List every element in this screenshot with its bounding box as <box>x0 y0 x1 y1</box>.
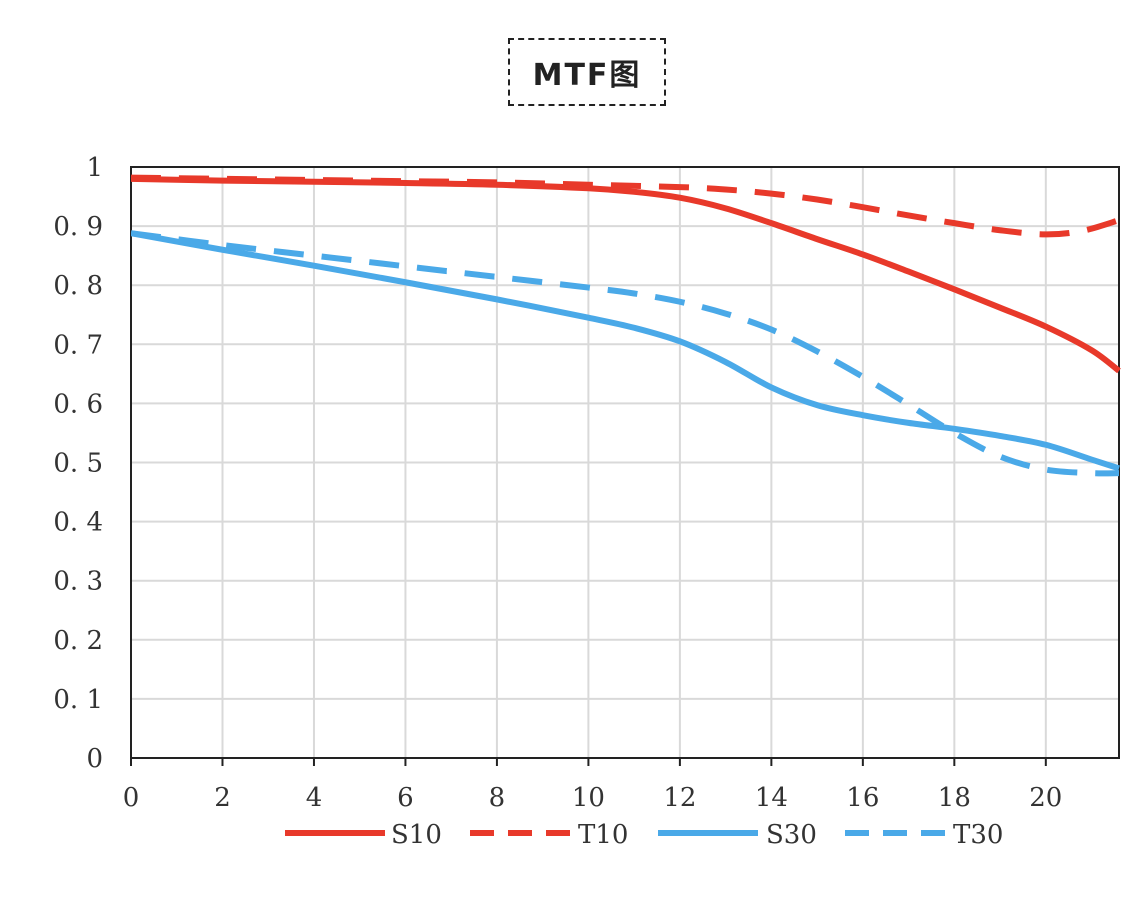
series-line-s10 <box>131 175 1121 374</box>
x-tick-label: 16 <box>846 783 879 813</box>
x-tick-label: 14 <box>755 783 788 813</box>
y-tick-label: 0. 8 <box>53 271 103 301</box>
legend-label: T10 <box>578 820 628 850</box>
y-tick-label: 0. 6 <box>53 389 103 419</box>
legend-item-s30: S30 <box>658 820 817 850</box>
legend-item-t10: T10 <box>470 820 628 850</box>
x-tick-label: 20 <box>1029 783 1062 813</box>
series-line-s30 <box>131 230 1120 472</box>
legend: S10 T10 S30 T30 <box>285 820 1003 850</box>
x-tick-label: 0 <box>123 783 140 813</box>
x-tick-label: 12 <box>663 783 696 813</box>
legend-label: S10 <box>391 820 442 850</box>
axes: 00. 10. 20. 30. 40. 50. 60. 70. 80. 910 2… <box>53 153 1120 813</box>
y-tick-label: 0. 5 <box>53 449 103 479</box>
x-tick-label: 4 <box>306 783 323 813</box>
y-tick-label: 0. 4 <box>53 508 103 538</box>
y-tick-label: 0. 9 <box>53 212 103 242</box>
legend-item-s10: S10 <box>285 820 442 850</box>
y-tick-label: 0 <box>86 744 103 774</box>
y-tick-label: 1 <box>86 153 103 183</box>
y-tick-label: 0. 1 <box>53 685 103 715</box>
series-lines <box>131 174 1121 477</box>
x-tick-label: 18 <box>938 783 971 813</box>
legend-label: T30 <box>953 820 1003 850</box>
legend-label: S30 <box>766 820 817 850</box>
legend-item-t30: T30 <box>845 820 1003 850</box>
grid <box>130 166 1119 759</box>
x-tick-label: 8 <box>489 783 506 813</box>
y-tick-label: 0. 3 <box>53 567 103 597</box>
chart-title: MTF图 <box>508 38 666 106</box>
y-tick-label: 0. 7 <box>53 330 103 360</box>
series-line-t30 <box>131 230 1120 477</box>
x-tick-label: 6 <box>397 783 414 813</box>
x-tick-label: 10 <box>572 783 605 813</box>
y-tick-label: 0. 2 <box>53 626 103 656</box>
plot-frame <box>130 166 1120 759</box>
series-line-t10 <box>131 174 1120 238</box>
x-tick-label: 2 <box>214 783 231 813</box>
